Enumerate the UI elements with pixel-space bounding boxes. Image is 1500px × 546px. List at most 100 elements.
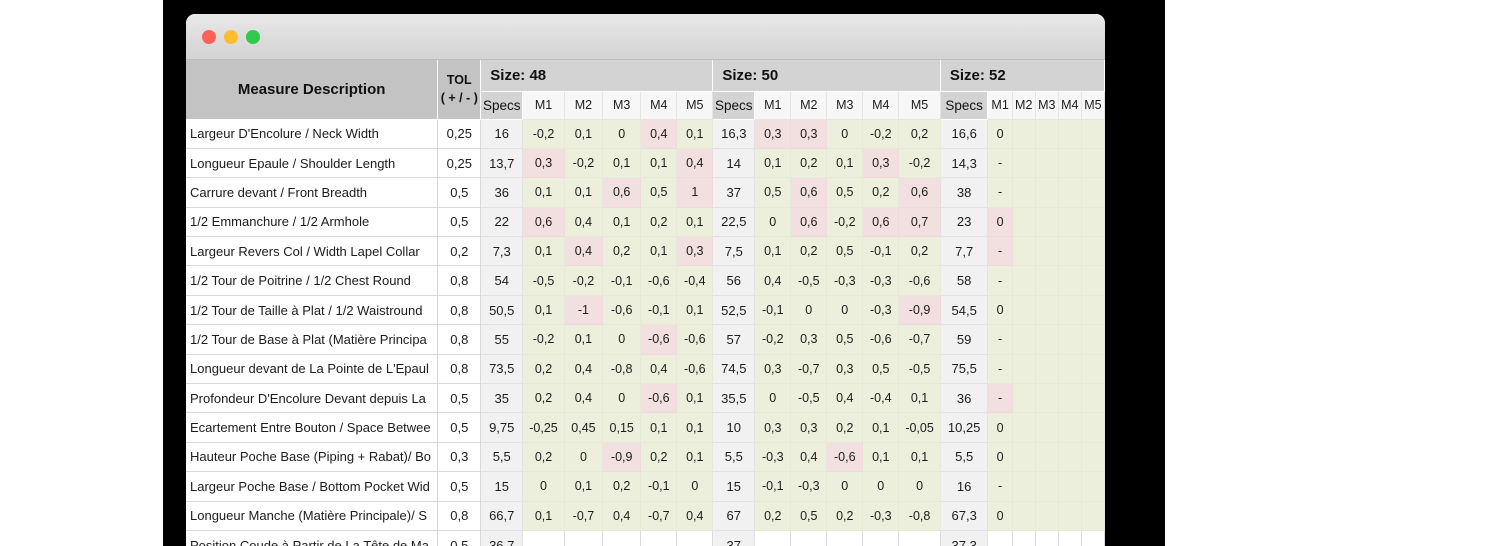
cell-specs-48[interactable]: 5,5 — [480, 442, 524, 473]
cell-measure-48-m2[interactable] — [564, 530, 604, 546]
cell-measure-50-m4[interactable]: 0,1 — [862, 412, 900, 443]
cell-specs-52[interactable]: 16,6 — [940, 119, 989, 149]
cell-measure-52-m3[interactable] — [1035, 471, 1059, 502]
column-header-m1-52[interactable]: M1 — [987, 91, 1013, 120]
cell-measure-52-m1[interactable]: 0 — [987, 442, 1013, 473]
cell-measure-52-m3[interactable] — [1035, 412, 1059, 443]
cell-measure-52-m2[interactable] — [1012, 324, 1036, 355]
cell-measure-52-m3[interactable] — [1035, 501, 1059, 531]
cell-measure-50-m3[interactable]: 0,4 — [826, 383, 864, 414]
cell-measure-description[interactable]: Profondeur D'Encolure Devant depuis La — [186, 383, 439, 414]
cell-specs-48[interactable]: 73,5 — [480, 354, 524, 385]
cell-measure-50-m3[interactable]: -0,2 — [826, 207, 864, 238]
cell-measure-48-m3[interactable]: -0,6 — [602, 295, 642, 326]
cell-measure-50-m4[interactable]: 0 — [862, 471, 900, 502]
cell-measure-description[interactable]: Longueur Epaule / Shoulder Length — [186, 148, 439, 179]
cell-measure-48-m5[interactable]: 0,1 — [676, 119, 714, 149]
cell-measure-52-m2[interactable] — [1012, 119, 1036, 149]
table-row[interactable]: Longueur Epaule / Shoulder Length 0,25 13,… — [186, 148, 1105, 179]
cell-measure-50-m2[interactable]: 0 — [790, 295, 828, 326]
cell-measure-description[interactable]: Longueur devant de La Pointe de L'Epaul — [186, 354, 439, 385]
table-row[interactable]: 1/2 Emmanchure / 1/2 Armhole 0,5 22 0,6 0,4 0… — [186, 207, 1105, 238]
cell-specs-48[interactable]: 35 — [480, 383, 524, 414]
cell-measure-48-m5[interactable]: 0,4 — [676, 501, 714, 531]
cell-measure-52-m5[interactable] — [1081, 295, 1105, 326]
cell-measure-52-m1[interactable] — [987, 530, 1013, 546]
cell-measure-48-m1[interactable]: 0,1 — [522, 295, 565, 326]
cell-tolerance[interactable]: 0,8 — [437, 501, 482, 531]
column-header-m4-52[interactable]: M4 — [1058, 91, 1082, 120]
cell-measure-48-m5[interactable]: 1 — [676, 177, 714, 208]
column-header-m3-48[interactable]: M3 — [602, 91, 642, 120]
cell-measure-50-m2[interactable]: 0,3 — [790, 324, 828, 355]
cell-measure-52-m3[interactable] — [1035, 177, 1059, 208]
window-titlebar[interactable] — [186, 14, 1105, 60]
cell-measure-48-m1[interactable]: 0,2 — [522, 383, 565, 414]
cell-measure-52-m2[interactable] — [1012, 442, 1036, 473]
cell-measure-50-m3[interactable]: 0 — [826, 471, 864, 502]
cell-measure-52-m1[interactable]: - — [987, 354, 1013, 385]
cell-measure-52-m1[interactable]: - — [987, 471, 1013, 502]
cell-measure-48-m5[interactable]: 0,1 — [676, 207, 714, 238]
cell-measure-50-m2[interactable]: -0,5 — [790, 383, 828, 414]
cell-measure-50-m5[interactable]: -0,9 — [898, 295, 941, 326]
cell-measure-50-m4[interactable]: 0,6 — [862, 207, 900, 238]
cell-specs-48[interactable]: 54 — [480, 265, 524, 296]
cell-measure-description[interactable]: 1/2 Tour de Poitrine / 1/2 Chest Round — [186, 265, 439, 296]
cell-specs-52[interactable]: 59 — [940, 324, 989, 355]
cell-specs-48[interactable]: 9,75 — [480, 412, 524, 443]
maximize-window-icon[interactable] — [246, 30, 260, 44]
cell-specs-50[interactable]: 37 — [712, 530, 756, 546]
table-row[interactable]: Position Coude à Partir de La Tête de Ma… — [186, 530, 1105, 546]
cell-measure-48-m5[interactable]: -0,6 — [676, 324, 714, 355]
cell-measure-52-m5[interactable] — [1081, 119, 1105, 149]
cell-specs-50[interactable]: 52,5 — [712, 295, 756, 326]
cell-specs-50[interactable]: 10 — [712, 412, 756, 443]
cell-measure-48-m3[interactable]: 0,2 — [602, 236, 642, 267]
cell-measure-50-m1[interactable] — [754, 530, 792, 546]
cell-measure-50-m4[interactable]: -0,3 — [862, 265, 900, 296]
cell-specs-48[interactable]: 66,7 — [480, 501, 524, 531]
cell-measure-48-m1[interactable]: 0,2 — [522, 354, 565, 385]
table-row[interactable]: Largeur Poche Base / Bottom Pocket Wid 0,… — [186, 471, 1105, 502]
cell-measure-50-m2[interactable]: 0,2 — [790, 236, 828, 267]
cell-measure-52-m5[interactable] — [1081, 354, 1105, 385]
cell-measure-48-m2[interactable]: 0,45 — [564, 412, 604, 443]
cell-measure-50-m1[interactable]: 0 — [754, 207, 792, 238]
cell-measure-50-m1[interactable]: 0,3 — [754, 119, 792, 149]
cell-measure-52-m2[interactable] — [1012, 148, 1036, 179]
cell-measure-50-m4[interactable]: -0,2 — [862, 119, 900, 149]
table-row[interactable]: Longueur devant de La Pointe de L'Epaul 0… — [186, 354, 1105, 385]
cell-measure-52-m2[interactable] — [1012, 383, 1036, 414]
cell-measure-50-m5[interactable]: -0,05 — [898, 412, 941, 443]
cell-measure-52-m3[interactable] — [1035, 148, 1059, 179]
cell-measure-50-m5[interactable]: 0 — [898, 471, 941, 502]
cell-measure-52-m2[interactable] — [1012, 471, 1036, 502]
cell-measure-50-m1[interactable]: 0,2 — [754, 501, 792, 531]
cell-measure-48-m5[interactable]: 0,1 — [676, 383, 714, 414]
cell-measure-50-m3[interactable]: 0,5 — [826, 177, 864, 208]
cell-measure-50-m1[interactable]: 0 — [754, 383, 792, 414]
cell-measure-52-m5[interactable] — [1081, 471, 1105, 502]
cell-measure-48-m2[interactable]: -0,7 — [564, 501, 604, 531]
cell-specs-52[interactable]: 5,5 — [940, 442, 989, 473]
cell-measure-52-m2[interactable] — [1012, 354, 1036, 385]
cell-measure-48-m5[interactable]: 0 — [676, 471, 714, 502]
cell-measure-48-m1[interactable]: 0,1 — [522, 236, 565, 267]
cell-measure-48-m3[interactable]: 0,6 — [602, 177, 642, 208]
cell-measure-50-m4[interactable]: -0,6 — [862, 324, 900, 355]
cell-measure-48-m3[interactable]: 0,4 — [602, 501, 642, 531]
cell-measure-48-m3[interactable]: 0 — [602, 119, 642, 149]
cell-measure-48-m2[interactable]: -0,2 — [564, 265, 604, 296]
cell-measure-50-m3[interactable]: 0 — [826, 119, 864, 149]
table-row[interactable]: Profondeur D'Encolure Devant depuis La 0,… — [186, 383, 1105, 414]
cell-measure-52-m4[interactable] — [1058, 354, 1082, 385]
cell-tolerance[interactable]: 0,2 — [437, 236, 482, 267]
table-row[interactable]: Largeur Revers Col / Width Lapel Collar 0… — [186, 236, 1105, 267]
cell-measure-50-m3[interactable]: 0 — [826, 295, 864, 326]
cell-specs-52[interactable]: 37,3 — [940, 530, 989, 546]
cell-measure-48-m3[interactable]: -0,1 — [602, 265, 642, 296]
cell-tolerance[interactable]: 0,5 — [437, 412, 482, 443]
cell-measure-52-m4[interactable] — [1058, 324, 1082, 355]
cell-measure-50-m3[interactable]: 0,1 — [826, 148, 864, 179]
